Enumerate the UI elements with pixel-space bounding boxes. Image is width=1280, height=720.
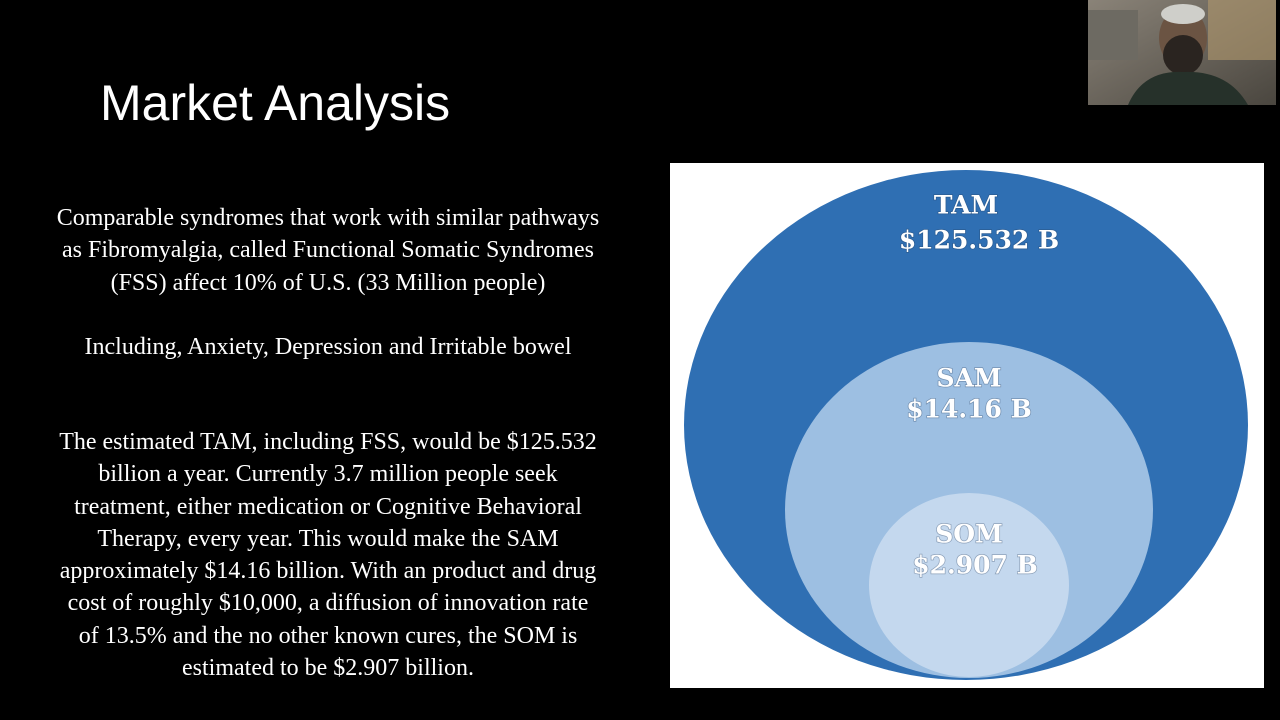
text-line: billion a year. Currently 3.7 million pe… (98, 461, 558, 488)
slide-title: Market Analysis (100, 75, 451, 131)
tam-label: TAM (934, 191, 998, 220)
text-line: as Fibromyalgia, called Functional Somat… (62, 237, 594, 264)
som-label: SOM (935, 520, 1003, 549)
paragraph: Comparable syndromes that work with simi… (18, 202, 638, 299)
text-line: estimated to be $2.907 billion. (182, 655, 474, 682)
text-line: Therapy, every year. This would make the… (97, 525, 559, 552)
text-line: The estimated TAM, including FSS, would … (59, 429, 597, 455)
market-diagram: TAM $125.532 B SAM $14.16 B SOM $2.907 B (670, 163, 1264, 688)
text-line: Including, Anxiety, Depression and Irrit… (84, 334, 572, 360)
text-line: Comparable syndromes that work with simi… (56, 205, 600, 231)
som-circle (869, 493, 1069, 677)
text-line: (FSS) affect 10% of U.S. (33 Million peo… (110, 269, 546, 296)
text-line: treatment, either medication or Cognitiv… (74, 493, 582, 520)
paragraph: Including, Anxiety, Depression and Irrit… (18, 331, 638, 363)
text-line: of 13.5% and the no other known cures, t… (78, 622, 578, 649)
sam-value: $14.16 B (906, 395, 1032, 424)
text-line: approximately $14.16 billion. With an pr… (59, 558, 597, 585)
som-value: $2.907 B (912, 551, 1038, 580)
webcam-thumbnail (1088, 0, 1276, 105)
tam-value: $125.532 B (899, 226, 1059, 255)
paragraph: The estimated TAM, including FSS, would … (18, 426, 638, 684)
text-line: cost of roughly $10,000, a diffusion of … (67, 590, 589, 617)
sam-label: SAM (936, 364, 1001, 393)
